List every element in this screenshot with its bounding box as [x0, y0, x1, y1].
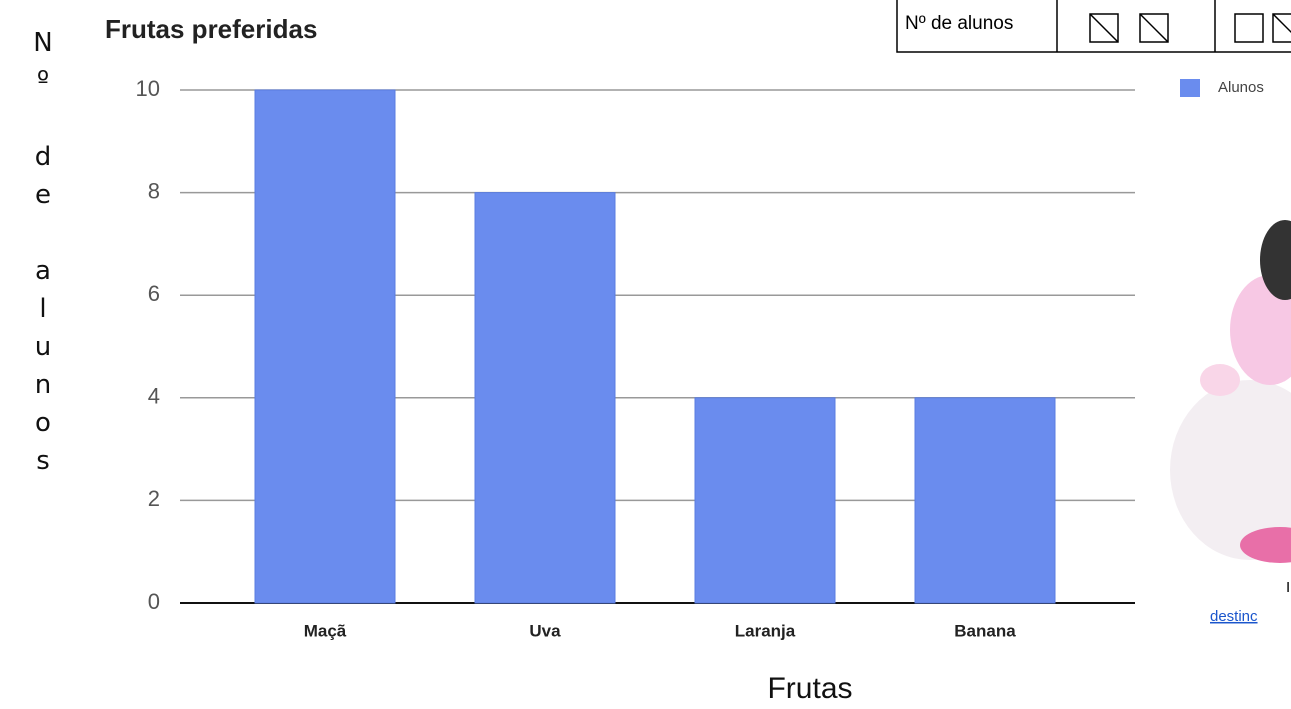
tally-stroke — [1272, 13, 1291, 34]
y-tick-label: 8 — [148, 178, 160, 203]
image-shape — [1170, 380, 1291, 560]
bar — [474, 192, 616, 604]
x-axis-title: Frutas — [767, 672, 852, 705]
tally-table: Nº de alunos — [896, 0, 1291, 53]
y-axis-title: Nº de alunos — [28, 28, 58, 484]
table-border — [896, 0, 1291, 53]
tally-box — [1139, 13, 1169, 43]
tally-box — [1089, 13, 1119, 43]
x-tick-label: Banana — [954, 621, 1016, 640]
caption-fragment: I — [1286, 579, 1290, 596]
unicorn-image — [1170, 220, 1291, 563]
tally-box — [1234, 13, 1264, 43]
x-tick-label: Uva — [529, 621, 561, 640]
y-tick-label: 6 — [148, 281, 160, 306]
image-shape — [1240, 527, 1291, 563]
bar — [914, 397, 1056, 604]
tally-box — [1272, 13, 1291, 43]
y-tick-label: 10 — [136, 76, 160, 101]
link-fragment[interactable]: destinc — [1210, 608, 1258, 625]
bar — [254, 89, 396, 604]
tally-stroke — [1139, 13, 1169, 43]
table-header: Nº de alunos — [905, 13, 1013, 34]
y-tick-label: 0 — [148, 589, 160, 614]
bar — [694, 397, 836, 604]
image-shape — [1260, 220, 1291, 300]
legend-swatch — [1180, 79, 1200, 97]
image-shape — [1200, 364, 1240, 396]
y-tick-label: 4 — [148, 384, 160, 409]
x-tick-label: Maçã — [304, 621, 347, 640]
legend-label: Alunos — [1218, 79, 1264, 96]
chart-title: Frutas preferidas — [105, 14, 317, 44]
x-tick-label: Laranja — [735, 621, 796, 640]
y-tick-label: 2 — [148, 486, 160, 511]
image-shape — [1230, 275, 1291, 385]
tally-stroke — [1089, 13, 1119, 43]
